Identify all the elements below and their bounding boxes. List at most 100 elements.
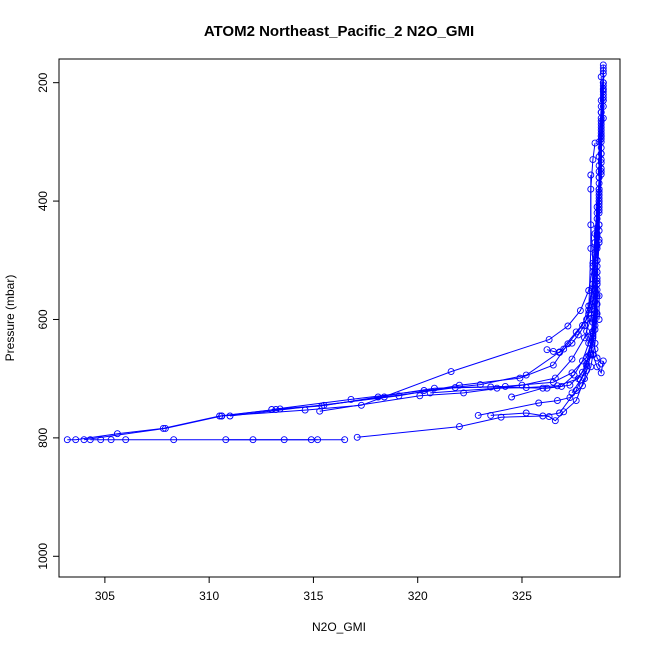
x-tick-label: 325 [512, 589, 532, 603]
data-point [113, 430, 121, 438]
data-point [593, 203, 601, 211]
data-point [447, 368, 455, 376]
data-point [218, 412, 226, 420]
data-point [280, 436, 288, 444]
data-point [268, 406, 276, 413]
data-point [522, 409, 530, 417]
y-tick-label: 200 [36, 72, 50, 92]
data-point [560, 345, 568, 353]
data-point [593, 280, 601, 288]
data-point [508, 393, 516, 401]
x-tick-label: 320 [408, 589, 428, 603]
data-point [595, 153, 603, 161]
data-point [426, 389, 434, 397]
data-point [107, 436, 115, 444]
data-point [161, 424, 169, 432]
data-point [549, 361, 557, 369]
data-point [549, 378, 557, 386]
data-point [553, 397, 561, 405]
data-point [522, 371, 530, 379]
data-point [249, 436, 257, 444]
data-point [545, 336, 553, 344]
data-point [493, 384, 501, 392]
data-point [583, 327, 591, 335]
data-point [357, 401, 365, 409]
plot-area [63, 61, 607, 444]
data-point [560, 408, 568, 416]
data-point [599, 67, 607, 75]
data-point [595, 236, 603, 244]
data-point [589, 156, 597, 164]
data-point [455, 423, 463, 431]
data-point [395, 392, 403, 400]
data-point [576, 307, 584, 315]
data-point [97, 436, 105, 444]
data-point [556, 349, 563, 357]
data-point [576, 376, 584, 384]
profile-line [590, 143, 600, 320]
y-tick-label: 600 [36, 309, 50, 329]
data-point [170, 436, 178, 444]
data-point [587, 221, 595, 229]
data-point [597, 129, 605, 137]
data-point [476, 381, 484, 389]
data-point [553, 382, 561, 390]
data-point [583, 366, 591, 374]
data-point [516, 374, 524, 382]
data-point [581, 334, 588, 342]
y-tick-label: 400 [36, 191, 50, 211]
data-point [86, 436, 94, 444]
x-tick-label: 310 [199, 589, 219, 603]
data-point [597, 165, 605, 172]
data-point [545, 413, 553, 421]
data-point [591, 230, 599, 238]
data-point [455, 381, 463, 389]
data-point [583, 360, 591, 368]
data-point [63, 436, 71, 444]
data-point [460, 389, 468, 397]
data-point [599, 94, 607, 101]
profile-line [571, 70, 604, 394]
data-point [539, 384, 547, 392]
data-point [341, 436, 349, 444]
data-point [587, 185, 595, 193]
data-point [558, 382, 566, 390]
x-tick-label: 315 [303, 589, 323, 603]
data-point [347, 395, 355, 403]
data-point [587, 301, 595, 309]
data-point [501, 382, 509, 390]
profile-line [590, 206, 602, 365]
y-tick-label: 800 [36, 428, 50, 448]
data-point [316, 407, 324, 415]
data-point [570, 371, 578, 379]
data-point [593, 268, 601, 276]
y-tick-label: 1000 [36, 543, 50, 570]
data-point [597, 369, 605, 377]
data-point [487, 383, 495, 391]
data-point [587, 171, 595, 179]
data-point [595, 292, 603, 300]
chart-title: ATOM2 Northeast_Pacific_2 N2O_GMI [204, 23, 474, 40]
data-point [591, 139, 599, 147]
data-point [595, 188, 603, 196]
data-point [474, 411, 482, 419]
data-point [535, 399, 543, 407]
data-point [416, 392, 424, 400]
data-point [589, 330, 597, 338]
data-point [72, 436, 80, 444]
data-point [568, 339, 576, 347]
data-point [353, 433, 361, 441]
data-point [572, 397, 580, 405]
data-point [522, 384, 530, 392]
data-point [589, 268, 597, 276]
data-point [566, 381, 574, 389]
data-point [591, 345, 599, 353]
data-point [568, 355, 576, 363]
data-point [593, 224, 601, 232]
x-axis-label: N2O_GMI [312, 620, 366, 634]
y-axis-label: Pressure (mbar) [3, 275, 17, 362]
data-point [551, 417, 559, 425]
data-point [595, 316, 603, 323]
plot-frame [58, 58, 621, 578]
